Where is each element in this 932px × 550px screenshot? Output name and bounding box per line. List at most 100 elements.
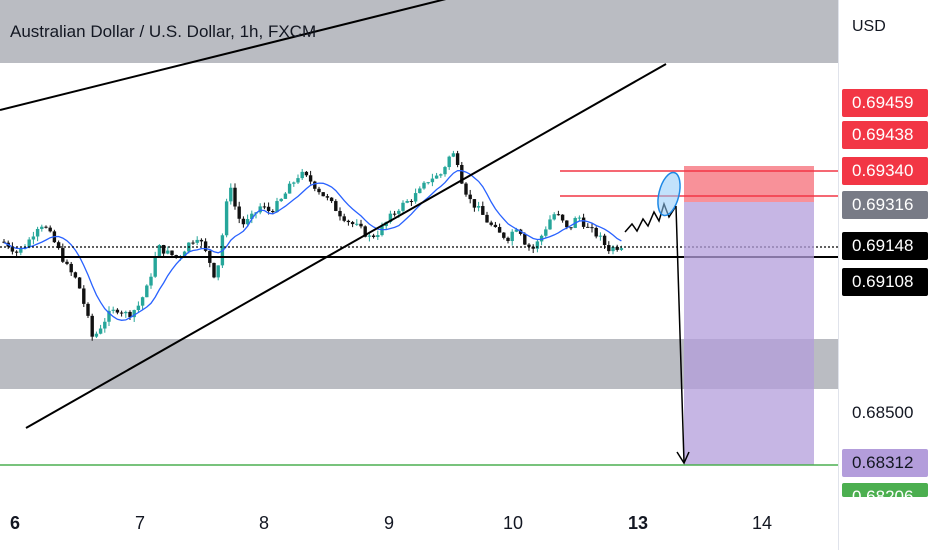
- candle-body: [308, 175, 313, 182]
- candle-body: [10, 246, 15, 252]
- candle-body: [434, 175, 439, 179]
- candle-body: [405, 201, 409, 203]
- candle-body: [346, 220, 351, 223]
- candle-body: [430, 178, 435, 183]
- candle-body: [329, 197, 334, 202]
- candle-body: [77, 277, 82, 289]
- candle-body: [325, 196, 330, 198]
- candle-body: [439, 174, 443, 176]
- x-tick: 6: [9, 513, 21, 533]
- candle-body: [98, 328, 103, 334]
- price-label-stop-high: 0.69459: [842, 89, 928, 117]
- candle-body: [69, 263, 73, 273]
- candle-body: [73, 272, 78, 278]
- candle-body: [371, 235, 376, 237]
- candle-body: [145, 285, 149, 298]
- candle-body: [300, 171, 304, 179]
- candle-body: [271, 210, 275, 213]
- candle-body: [132, 310, 136, 318]
- candle-body: [279, 198, 283, 202]
- candle-body: [594, 227, 598, 237]
- candle-body: [535, 241, 540, 249]
- candle-body: [397, 210, 401, 214]
- candle-body: [531, 246, 535, 249]
- candle-body: [611, 246, 615, 252]
- candle-body: [418, 188, 422, 194]
- candle-body: [56, 242, 61, 249]
- candle-body: [451, 153, 456, 157]
- take-profit-zone: [684, 202, 814, 465]
- candle-body: [292, 182, 296, 184]
- candle-body: [514, 229, 519, 232]
- candle-body: [2, 241, 6, 243]
- x-tick: 9: [383, 513, 395, 533]
- candle-body: [472, 199, 477, 208]
- candle-body: [119, 312, 124, 314]
- candle-body: [506, 237, 510, 242]
- candle-body: [565, 220, 569, 228]
- candle-body: [552, 214, 556, 220]
- candle-body: [367, 235, 372, 237]
- projection-arrowhead: [676, 451, 690, 465]
- candle-body: [111, 309, 115, 311]
- price-label-stop-loss: 0.69340: [842, 157, 928, 185]
- candle-body: [317, 188, 321, 193]
- candle-body: [350, 222, 355, 225]
- entry-highlight-ellipse: [657, 171, 681, 217]
- candle-body: [250, 213, 254, 220]
- candle-body: [556, 214, 561, 216]
- candle-body: [296, 178, 300, 183]
- price-label-lower: 0.68206: [842, 483, 928, 497]
- candle-body: [82, 288, 86, 304]
- candle-body: [203, 241, 208, 251]
- candle-body: [224, 201, 229, 236]
- candle-body: [283, 193, 288, 199]
- candle-body: [313, 181, 317, 189]
- candle-body: [321, 192, 325, 197]
- candle-body: [376, 235, 380, 237]
- candle-body: [115, 309, 120, 313]
- candle-body: [35, 228, 40, 237]
- candle-body: [497, 227, 502, 233]
- candle-body: [619, 248, 624, 250]
- candle-body: [560, 214, 565, 221]
- candle-body: [19, 248, 23, 253]
- candle-body: [342, 216, 346, 221]
- candle-body: [191, 242, 195, 244]
- candle-body: [44, 226, 48, 228]
- x-tick: 14: [751, 513, 773, 533]
- candle-body: [61, 248, 65, 262]
- channel-trendline: [25, 63, 667, 429]
- candle-body: [216, 265, 220, 278]
- candle-body: [334, 201, 338, 211]
- candle-body: [266, 206, 271, 211]
- candle-body: [502, 232, 506, 238]
- candle-body: [40, 226, 44, 229]
- candle-body: [90, 315, 94, 337]
- moving-average-line: [3, 169, 622, 321]
- candle-body: [539, 235, 544, 242]
- candle-body: [510, 231, 514, 242]
- candle-body: [527, 244, 531, 247]
- candle-body: [304, 171, 309, 176]
- candle-body: [388, 213, 393, 223]
- candle-body: [31, 236, 36, 240]
- candle-body: [598, 235, 603, 237]
- price-label-target: 0.68312: [842, 449, 928, 477]
- candle-body: [577, 217, 582, 219]
- candle-body: [128, 311, 132, 318]
- candle-body: [166, 250, 170, 254]
- candle-body: [27, 239, 31, 248]
- candle-body: [262, 206, 267, 208]
- candle-body: [182, 251, 187, 257]
- candle-body: [485, 214, 489, 223]
- candle-body: [476, 206, 481, 208]
- candle-body: [586, 226, 590, 228]
- currency-unit: USD: [852, 18, 886, 35]
- candle-body: [380, 226, 384, 236]
- candle-body: [409, 201, 414, 203]
- candle-body: [455, 153, 460, 165]
- candle-body: [241, 218, 246, 225]
- candle-body: [107, 310, 111, 322]
